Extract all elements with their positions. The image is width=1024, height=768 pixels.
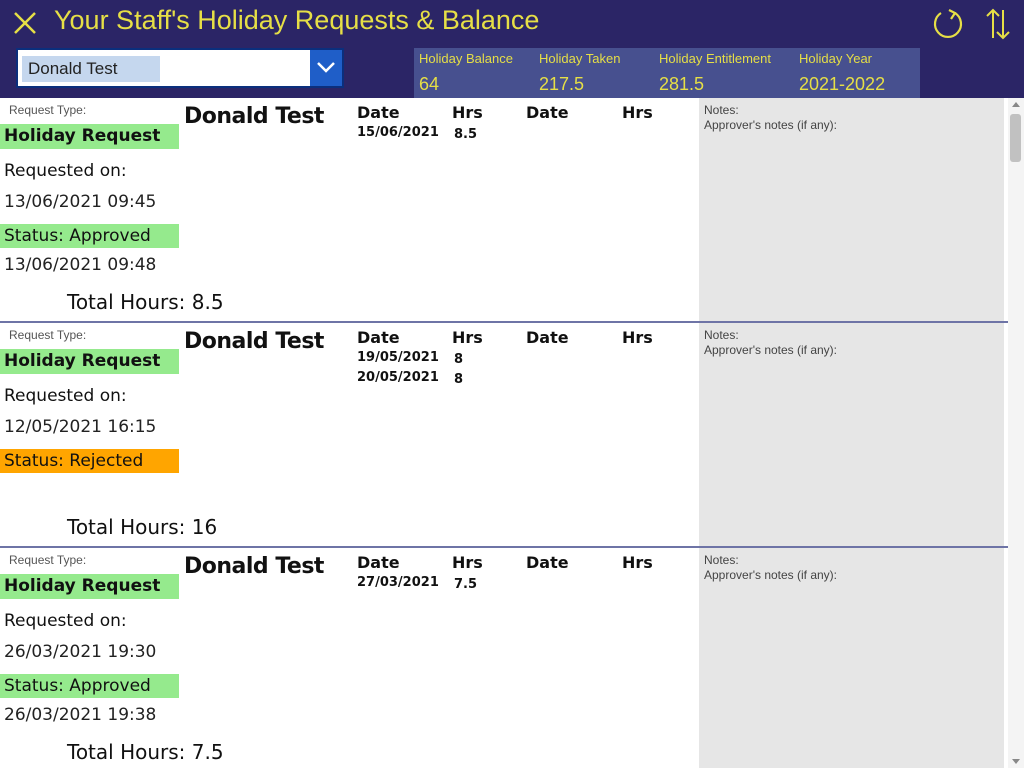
date-column-header-2: Date [526,553,569,572]
requested-on-label: Requested on: [4,386,127,406]
approver-notes-label: Approver's notes (if any): [704,343,838,357]
status-badge: Status: Rejected [0,449,179,473]
request-card[interactable]: Request Type: Holiday Request Requested … [0,323,1008,548]
stat-value: 64 [419,74,440,94]
stat-label: Holiday Balance [419,51,513,66]
stat-value: 281.5 [659,74,705,94]
scroll-up-arrow-icon[interactable] [1012,102,1020,107]
day-hours: 8 [454,352,464,367]
approver-notes-label: Approver's notes (if any): [704,568,838,582]
total-hours: Total Hours: 7.5 [67,740,224,764]
notes-label: Notes: [704,103,739,117]
hrs-column-header: Hrs [452,328,483,347]
employee-name: Donald Test [184,554,324,579]
dropdown-toggle-button[interactable] [310,50,342,86]
notes-label: Notes: [704,328,739,342]
requested-on-label: Requested on: [4,611,127,631]
hrs-column-header: Hrs [452,103,483,122]
notes-panel: Notes: Approver's notes (if any): [699,548,1004,768]
day-row: 15/06/2021 8.5 [0,125,600,145]
page-title: Your Staff's Holiday Requests & Balance [54,5,540,35]
requested-on-label: Requested on: [4,161,127,181]
vertical-scrollbar[interactable] [1008,98,1024,768]
day-date: 19/05/2021 [357,350,439,365]
employee-name: Donald Test [184,329,324,354]
approver-notes-label: Approver's notes (if any): [704,118,838,132]
request-type-label: Request Type: [9,328,87,342]
day-hours: 8.5 [454,127,478,142]
requested-on-value: 13/06/2021 09:45 [4,192,157,212]
stat-value: 217.5 [539,74,585,94]
header-bar: Your Staff's Holiday Requests & Balance … [0,0,1024,98]
scroll-down-arrow-icon[interactable] [1012,759,1020,764]
sort-icon[interactable] [984,6,1012,42]
day-row: 27/03/2021 7.5 [0,575,600,595]
request-type-label: Request Type: [9,103,87,117]
day-date: 27/03/2021 [357,575,439,590]
date-column-header-2: Date [526,103,569,122]
date-column-header: Date [357,553,400,572]
staff-select-dropdown[interactable]: Donald Test [16,48,344,88]
close-icon[interactable] [12,10,38,36]
hrs-column-header-2: Hrs [622,103,653,122]
refresh-icon[interactable] [930,6,966,42]
status-time: 26/03/2021 19:38 [4,705,157,725]
day-row: 19/05/2021 8 [0,350,600,370]
day-hours: 7.5 [454,577,478,592]
status-time: 13/06/2021 09:48 [4,255,157,275]
holiday-stats-panel: Holiday Balance 64 Holiday Taken 217.5 H… [414,48,920,98]
request-list[interactable]: Request Type: Holiday Request Requested … [0,98,1008,768]
scroll-thumb[interactable] [1010,114,1021,162]
date-column-header: Date [357,103,400,122]
notes-label: Notes: [704,553,739,567]
staff-select-value: Donald Test [22,56,160,82]
request-type-badge: Holiday Request [0,349,179,374]
day-date: 20/05/2021 [357,370,439,385]
request-card[interactable]: Request Type: Holiday Request Requested … [0,548,1008,768]
day-row: 20/05/2021 8 [0,370,600,390]
stat-label: Holiday Taken [539,51,621,66]
stat-label: Holiday Entitlement [659,51,771,66]
total-hours: Total Hours: 16 [67,515,218,539]
date-column-header-2: Date [526,328,569,347]
requested-on-value: 12/05/2021 16:15 [4,417,157,437]
day-date: 15/06/2021 [357,125,439,140]
hrs-column-header: Hrs [452,553,483,572]
request-type-badge: Holiday Request [0,574,179,599]
requested-on-value: 26/03/2021 19:30 [4,642,157,662]
status-badge: Status: Approved [0,674,179,698]
request-type-label: Request Type: [9,553,87,567]
request-card[interactable]: Request Type: Holiday Request Requested … [0,98,1008,323]
status-badge: Status: Approved [0,224,179,248]
employee-name: Donald Test [184,104,324,129]
stat-label: Holiday Year [799,51,872,66]
stat-value: 2021-2022 [799,74,886,94]
notes-panel: Notes: Approver's notes (if any): [699,98,1004,321]
chevron-down-icon [317,62,335,73]
request-type-badge: Holiday Request [0,124,179,149]
day-hours: 8 [454,372,464,387]
notes-panel: Notes: Approver's notes (if any): [699,323,1004,546]
date-column-header: Date [357,328,400,347]
total-hours: Total Hours: 8.5 [67,290,224,314]
hrs-column-header-2: Hrs [622,328,653,347]
hrs-column-header-2: Hrs [622,553,653,572]
